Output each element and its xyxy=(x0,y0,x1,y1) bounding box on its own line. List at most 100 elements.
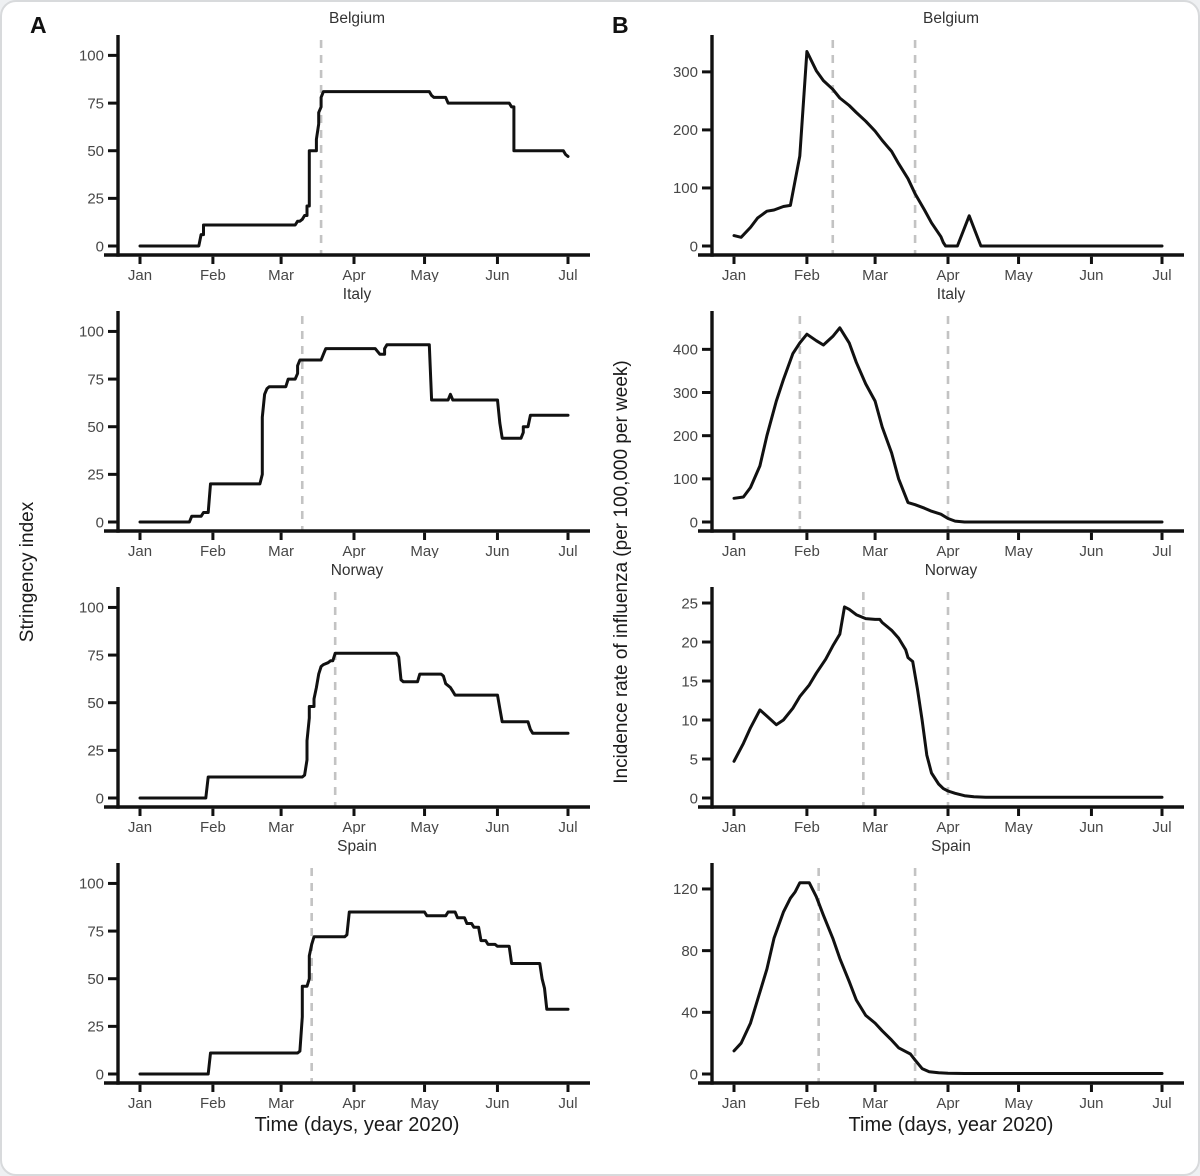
y-tick-label: 100 xyxy=(79,876,104,893)
x-tick-label: Feb xyxy=(794,1095,820,1110)
data-series-line xyxy=(138,910,570,1076)
data-series-line xyxy=(138,651,570,800)
panel-b-spain: Spain 0 40 80 120 Jan Feb Mar Apr May Jun Jul xyxy=(654,836,1192,1112)
column-b: B Incidence rate of influenza (per 100,0… xyxy=(598,8,1192,1137)
data-series-line xyxy=(732,605,1164,799)
y-tick-label: 0 xyxy=(690,1066,698,1083)
y-tick-label: 5 xyxy=(690,751,698,768)
data-series-line xyxy=(138,343,570,524)
x-tick-label: Feb xyxy=(200,543,226,558)
y-tick-label: 75 xyxy=(87,95,104,112)
x-tick-label: May xyxy=(1004,819,1033,834)
x-tick-label: Jul xyxy=(1152,267,1171,282)
y-tick-label: 300 xyxy=(673,385,698,402)
x-tick-label: Jun xyxy=(1079,819,1103,834)
panel-a-italy: Italy 0 25 50 75 100 Jan Feb Mar Apr May Jun Jul xyxy=(60,284,598,560)
x-tick-label: Apr xyxy=(936,819,959,834)
x-tick-label: Jan xyxy=(722,819,746,834)
chart-b-norway: 0 5 10 15 20 25 Jan Feb Mar Apr May Jun Jul xyxy=(681,587,1184,834)
x-tick-label: Feb xyxy=(794,819,820,834)
x-tick-label: Jul xyxy=(558,267,577,282)
x-axis-label-a: Time (days, year 2020) xyxy=(254,1114,460,1136)
x-tick-label: Apr xyxy=(342,267,365,282)
x-tick-label: Jan xyxy=(722,267,746,282)
x-tick-label: Mar xyxy=(862,819,888,834)
y-tick-label: 0 xyxy=(690,238,698,255)
x-tick-label: Apr xyxy=(936,543,959,558)
panel-title: Spain xyxy=(337,838,377,855)
y-axis-label-incidence: Incidence rate of influenza (per 100,000… xyxy=(611,359,632,784)
y-tick-label: 0 xyxy=(690,514,698,531)
x-tick-label: Jun xyxy=(485,543,509,558)
chart-a-italy: 0 25 50 75 100 Jan Feb Mar Apr May Jun Jul xyxy=(79,311,590,558)
panel-title: Norway xyxy=(924,562,978,579)
x-tick-label: Jul xyxy=(558,543,577,558)
chart-a-norway: 0 25 50 75 100 Jan Feb Mar Apr May Jun Jul xyxy=(79,587,590,834)
panel-title: Norway xyxy=(330,562,384,579)
x-tick-label: Mar xyxy=(268,819,294,834)
panel-b-belgium: Belgium 0 100 200 300 Jan Feb Mar Apr May Jun Jul xyxy=(654,8,1192,284)
panel-title: Spain xyxy=(931,838,971,855)
y-tick-label: 100 xyxy=(79,48,104,65)
x-tick-label: Jun xyxy=(1079,267,1103,282)
y-tick-label: 80 xyxy=(681,943,698,960)
x-tick-label: May xyxy=(1004,1095,1033,1110)
y-tick-label: 50 xyxy=(87,971,104,988)
y-tick-label: 50 xyxy=(87,143,104,160)
x-tick-label: Feb xyxy=(200,1095,226,1110)
x-tick-label: Feb xyxy=(794,267,820,282)
x-tick-label: Jan xyxy=(128,543,152,558)
chart-b-belgium: 0 100 200 300 Jan Feb Mar Apr May Jun Jul xyxy=(673,35,1184,282)
x-tick-label: Mar xyxy=(862,267,888,282)
x-tick-label: Jul xyxy=(558,819,577,834)
chart-b-italy: 0 100 200 300 400 Jan Feb Mar Apr May Jun Jul xyxy=(673,311,1184,558)
chart-b-spain: 0 40 80 120 Jan Feb Mar Apr May Jun Jul xyxy=(673,863,1184,1110)
y-tick-label: 120 xyxy=(673,881,698,898)
x-tick-label: Apr xyxy=(342,1095,365,1110)
y-tick-label: 200 xyxy=(673,122,698,139)
y-tick-label: 75 xyxy=(87,647,104,664)
panel-a-belgium: Belgium 0 25 50 75 100 Jan Feb Mar Apr May Jun Jul xyxy=(60,8,598,284)
panel-b-italy: Italy 0 100 200 300 400 Jan Feb Mar Apr May Jun Jul xyxy=(654,284,1192,560)
x-tick-label: Mar xyxy=(862,1095,888,1110)
panel-title: Italy xyxy=(936,286,966,303)
panel-title: Belgium xyxy=(923,10,979,27)
y-tick-label: 0 xyxy=(96,1066,104,1083)
y-tick-label: 100 xyxy=(673,471,698,488)
x-tick-label: Jun xyxy=(485,267,509,282)
y-axis-label-stringency: Stringency index xyxy=(17,501,38,642)
y-tick-label: 0 xyxy=(96,238,104,255)
data-series-line xyxy=(138,90,570,248)
x-tick-label: Jan xyxy=(128,267,152,282)
panel-title: Belgium xyxy=(329,10,385,27)
y-tick-label: 20 xyxy=(681,634,698,651)
x-tick-label: Jan xyxy=(722,1095,746,1110)
x-tick-label: Mar xyxy=(268,267,294,282)
y-tick-label: 25 xyxy=(87,1019,104,1036)
y-tick-label: 0 xyxy=(96,514,104,531)
y-tick-label: 75 xyxy=(87,923,104,940)
x-tick-label: Feb xyxy=(200,819,226,834)
x-tick-label: Mar xyxy=(862,543,888,558)
x-tick-label: Jan xyxy=(722,543,746,558)
y-tick-label: 200 xyxy=(673,428,698,445)
x-tick-label: Apr xyxy=(936,267,959,282)
x-tick-label: May xyxy=(1004,267,1033,282)
y-tick-label: 50 xyxy=(87,419,104,436)
x-tick-label: Jul xyxy=(1152,819,1171,834)
x-axis-label-b: Time (days, year 2020) xyxy=(848,1114,1054,1136)
panel-letter-a: A xyxy=(30,12,47,38)
x-tick-label: Jan xyxy=(128,819,152,834)
x-tick-label: Apr xyxy=(342,819,365,834)
y-tick-label: 15 xyxy=(681,673,698,690)
y-tick-label: 300 xyxy=(673,64,698,81)
y-tick-label: 25 xyxy=(681,595,698,612)
x-tick-label: Jan xyxy=(128,1095,152,1110)
x-tick-label: May xyxy=(410,819,439,834)
panel-b-norway: Norway 0 5 10 15 20 25 Jan Feb Mar Apr May Jun Jul xyxy=(654,560,1192,836)
column-a: A Stringency index Belgium 0 25 50 75 100 Jan… xyxy=(4,8,598,1137)
panel-a-norway: Norway 0 25 50 75 100 Jan Feb Mar Apr May Jun Jul xyxy=(60,560,598,836)
panel-title: Italy xyxy=(342,286,372,303)
y-tick-label: 0 xyxy=(690,790,698,807)
y-tick-label: 40 xyxy=(681,1005,698,1022)
